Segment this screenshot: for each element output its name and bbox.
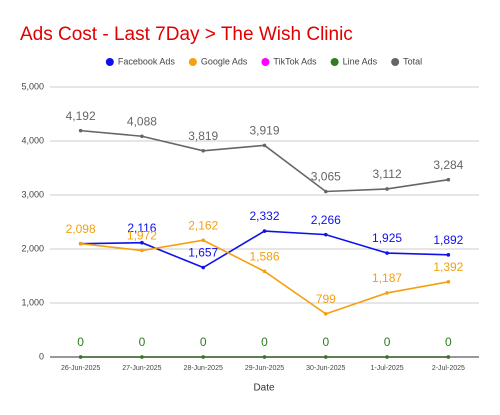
legend-marker	[105, 58, 114, 66]
data-point	[78, 128, 83, 133]
data-label: 2,116	[127, 221, 156, 235]
data-point	[140, 240, 144, 245]
y-tick-label: 4,000	[21, 135, 44, 145]
data-label: 4,088	[127, 114, 157, 128]
legend-label: TikTok Ads	[273, 56, 317, 66]
y-tick-label: 3,000	[21, 189, 44, 199]
legend-label: Line Ads	[343, 56, 378, 66]
data-point	[201, 355, 206, 359]
legend-label: Google Ads	[201, 56, 248, 66]
data-point	[446, 177, 451, 182]
data-point	[262, 143, 267, 148]
data-label: 4,192	[66, 109, 96, 123]
legend-label: Total	[403, 56, 422, 66]
data-label: 0	[77, 335, 84, 349]
data-label: 3,112	[373, 167, 402, 181]
data-point	[140, 355, 144, 359]
data-point	[201, 148, 206, 153]
data-label: 3,065	[311, 170, 341, 184]
x-tick-label: 29-Jun-2025	[245, 365, 284, 372]
legend-marker	[330, 58, 339, 66]
data-label: 0	[322, 335, 329, 349]
x-tick-label: 27-Jun-2025	[122, 365, 161, 372]
data-point	[262, 355, 267, 359]
data-point	[323, 312, 328, 316]
x-tick-label: 30-Jun-2025	[306, 365, 345, 372]
data-point	[385, 251, 389, 255]
data-point	[262, 229, 267, 233]
data-label: 2,098	[66, 222, 96, 236]
legend-label: Facebook Ads	[118, 56, 176, 66]
data-label: 0	[445, 335, 452, 349]
data-point	[140, 134, 144, 139]
series-line	[80, 129, 449, 193]
data-point	[446, 253, 451, 257]
x-tick-label: 1-Jul-2025	[371, 365, 404, 372]
y-tick-label: 2,000	[21, 243, 44, 253]
data-label: 0	[200, 335, 207, 349]
data-label: 799	[316, 292, 336, 306]
data-label: 1,657	[188, 246, 218, 260]
data-point	[323, 189, 328, 194]
data-label: 0	[261, 335, 268, 349]
data-label: 3,819	[188, 129, 218, 143]
data-point	[446, 355, 451, 359]
data-point	[385, 291, 389, 295]
data-label: 1,892	[433, 233, 463, 247]
data-point	[323, 355, 328, 359]
x-tick-label: 26-Jun-2025	[61, 365, 100, 372]
data-point	[201, 265, 206, 270]
legend-marker	[261, 58, 270, 66]
data-label: 1,586	[249, 250, 279, 264]
data-label: 0	[384, 335, 391, 349]
data-label: 3,284	[433, 158, 463, 172]
data-label: 0	[139, 335, 146, 349]
data-label: 3,919	[249, 124, 279, 138]
data-label: 2,162	[188, 218, 218, 232]
x-tick-label: 28-Jun-2025	[184, 365, 223, 372]
data-point	[385, 355, 389, 359]
legend-marker	[391, 58, 400, 66]
data-point	[201, 238, 206, 243]
data-point	[385, 187, 389, 191]
data-point	[446, 280, 451, 284]
data-point	[140, 248, 144, 253]
data-point	[78, 355, 83, 359]
data-label: 1,187	[372, 271, 402, 285]
data-label: 2,266	[311, 213, 341, 227]
data-point	[78, 241, 83, 246]
legend-marker	[188, 58, 197, 66]
x-axis-label: Date	[253, 383, 275, 394]
data-label: 2,332	[249, 209, 279, 223]
x-tick-label: 2-Jul-2025	[432, 365, 465, 372]
data-label: 1,392	[433, 260, 463, 274]
y-tick-label: 1,000	[21, 297, 44, 307]
y-tick-label: 0	[39, 351, 44, 361]
data-point	[323, 232, 328, 237]
y-tick-label: 5,000	[21, 81, 44, 91]
data-label: 1,925	[372, 231, 402, 245]
data-point	[262, 269, 267, 274]
chart-title: Ads Cost - Last 7Day > The Wish Clinic	[20, 24, 353, 45]
data-label: 1,972	[127, 229, 157, 243]
